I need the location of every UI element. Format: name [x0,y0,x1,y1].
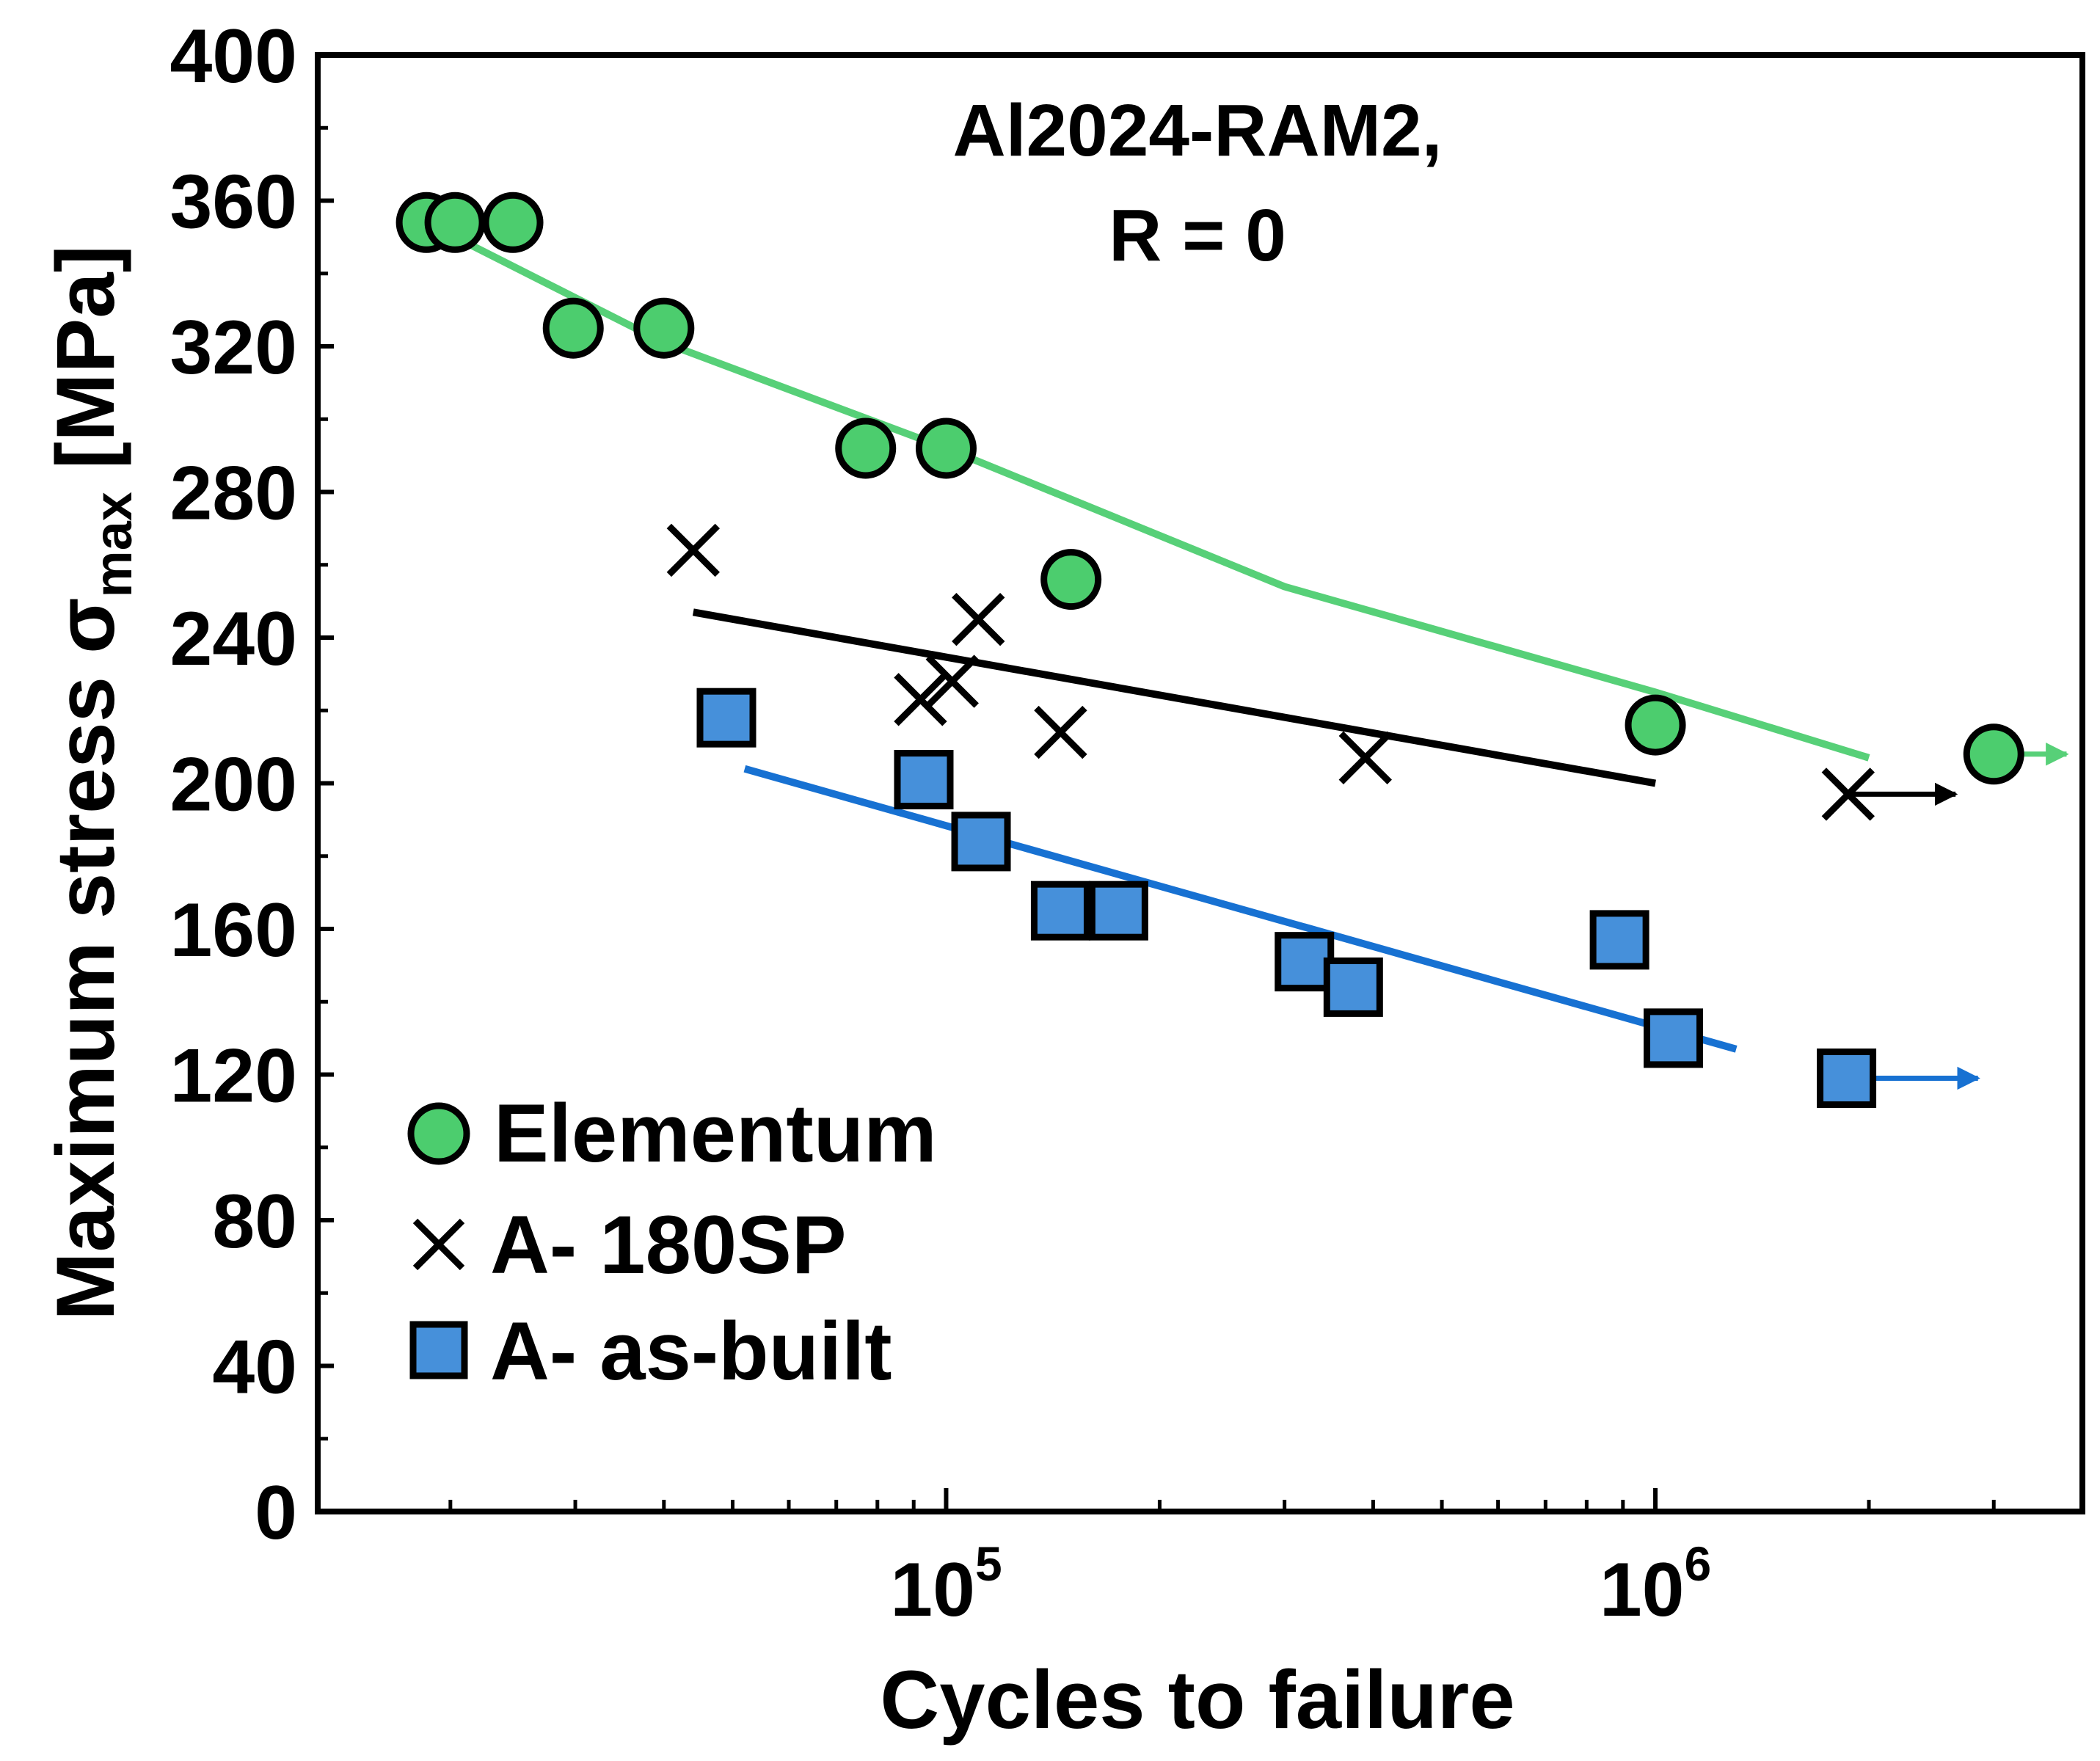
x-axis-title: Cycles to failure [880,1654,1514,1746]
x-tick-label: 106 [1600,1536,1711,1633]
y-tick-label: 160 [169,888,297,973]
legend-marker-elementum [407,1102,470,1165]
legend-label-180sp: A- 180SP [490,1199,847,1291]
point-asbuilt [951,812,1011,872]
y-tick-label: 240 [169,597,297,682]
y-tick-label: 360 [169,160,297,245]
legend-marker-180sp [412,1218,465,1271]
x-tick-label: 105 [890,1536,1002,1633]
point-elementum [915,418,977,479]
point-asbuilt [1275,932,1335,992]
x-axis-ticks: 105 106 [448,1488,1996,1633]
point-asbuilt [1644,1008,1704,1068]
chart-title-line1: Al2024-RAM2, [953,90,1443,172]
point-180sp [1034,705,1087,759]
point-asbuilt [1088,880,1148,941]
point-asbuilt [894,750,954,810]
point-elementum [542,297,604,359]
point-180sp [666,523,721,577]
fit-lines [424,219,1870,1053]
y-axis-title-unit: [MPa] [40,245,131,492]
point-asbuilt [1817,1048,1877,1108]
chart-title-line2: R = 0 [1109,194,1286,277]
legend-label-elementum: Elementum [494,1087,937,1179]
legend: Elementum A- 180SP A- as-built [407,1087,937,1397]
point-asbuilt [1030,880,1090,941]
point-asbuilt [696,688,756,748]
point-180sp [1821,768,1875,821]
point-elementum [1625,694,1686,756]
point-180sp [894,673,947,726]
y-tick-label: 280 [169,451,297,536]
point-180sp [1338,731,1392,784]
y-tick-label: 200 [169,743,297,828]
point-180sp [925,655,979,708]
runout-arrows [1846,743,2069,1090]
point-asbuilt [1323,957,1383,1017]
y-tick-label: 40 [212,1325,297,1410]
y-axis-title: Maximum stress σmax [MPa] [40,245,143,1321]
fit-line [743,765,1738,1053]
point-180sp [952,593,1005,646]
y-tick-label: 320 [169,305,297,390]
data-points [395,192,2024,1108]
point-asbuilt [1589,910,1649,970]
legend-marker-asbuilt [409,1321,468,1379]
point-elementum [1963,723,2024,785]
point-elementum [633,297,695,359]
fit-line [424,219,1870,762]
y-tick-label: 0 [255,1470,297,1556]
fit-line [692,608,1656,787]
y-tick-label: 80 [212,1179,297,1264]
y-axis-title-subscript: max [84,492,143,597]
y-axis-ticks: 0 40 80 120 160 200 240 280 320 360 400 [169,14,334,1556]
y-tick-label: 400 [169,14,297,99]
point-elementum [482,192,544,253]
y-tick-label: 120 [169,1034,297,1119]
point-elementum [424,192,486,253]
legend-label-asbuilt: A- as-built [490,1305,892,1397]
point-elementum [1040,549,1102,610]
point-elementum [835,418,897,479]
y-axis-title-main: Maximum stress σ [40,597,131,1320]
